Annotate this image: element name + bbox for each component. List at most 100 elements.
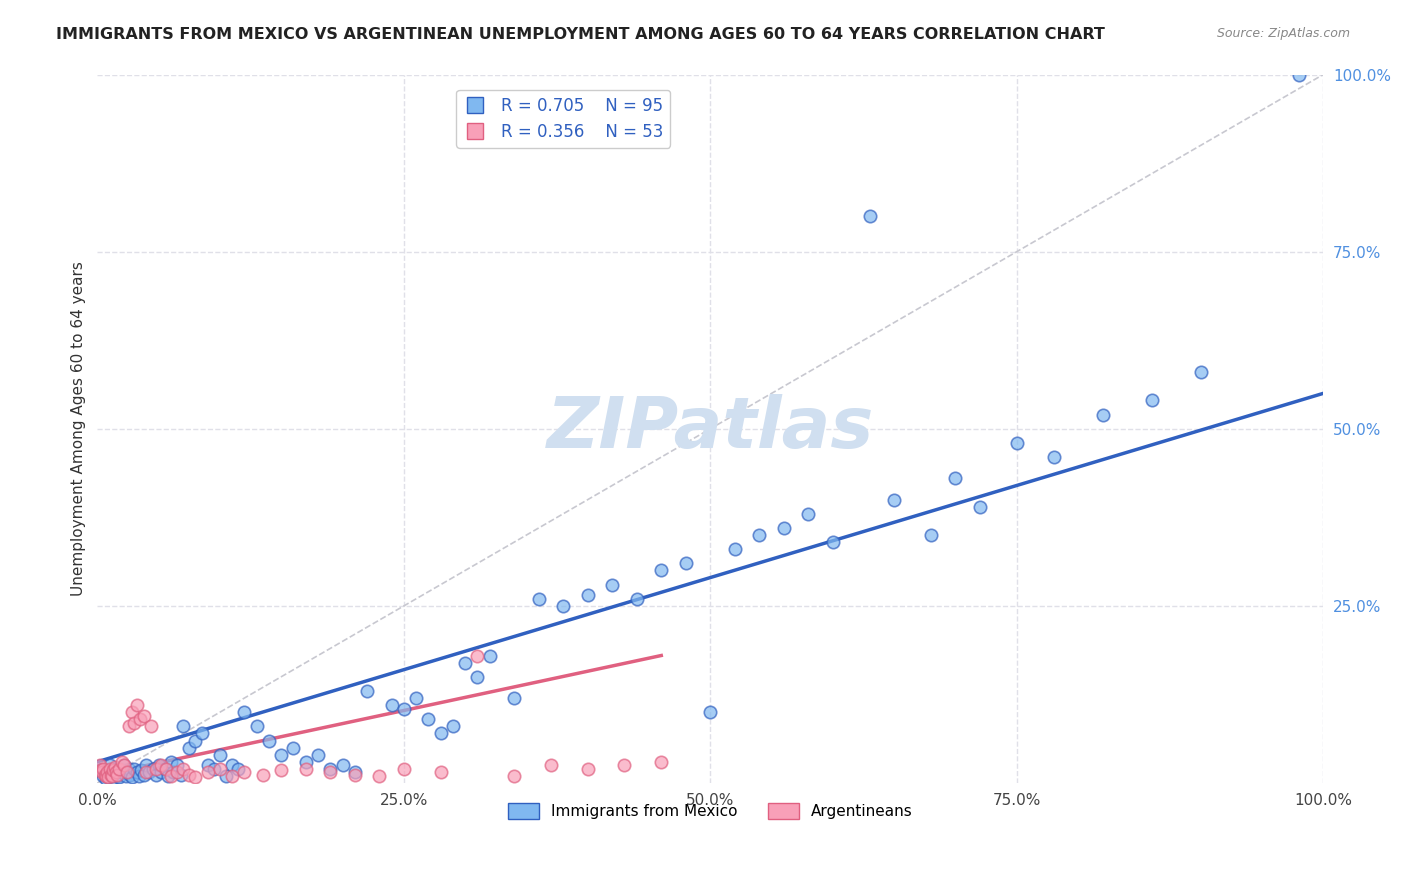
Text: IMMIGRANTS FROM MEXICO VS ARGENTINEAN UNEMPLOYMENT AMONG AGES 60 TO 64 YEARS COR: IMMIGRANTS FROM MEXICO VS ARGENTINEAN UN… xyxy=(56,27,1105,42)
Point xyxy=(122,762,145,776)
Point xyxy=(170,767,193,781)
Point xyxy=(883,492,905,507)
Point xyxy=(945,471,967,485)
Point xyxy=(418,712,440,726)
Point xyxy=(111,765,134,780)
Point xyxy=(160,769,183,783)
Point xyxy=(103,762,125,776)
Point xyxy=(319,765,342,780)
Point xyxy=(101,764,124,778)
Point xyxy=(969,500,991,514)
Point xyxy=(104,765,127,780)
Point xyxy=(125,698,148,712)
Point xyxy=(96,767,118,781)
Point xyxy=(103,771,125,785)
Point xyxy=(135,765,157,780)
Point xyxy=(675,557,697,571)
Point xyxy=(145,767,167,781)
Point xyxy=(797,507,820,521)
Point xyxy=(150,765,173,780)
Point xyxy=(503,691,526,706)
Point xyxy=(202,762,225,776)
Point xyxy=(270,764,292,778)
Point xyxy=(429,765,451,780)
Point xyxy=(121,770,143,784)
Point xyxy=(257,733,280,747)
Point xyxy=(112,758,135,772)
Point xyxy=(467,648,489,663)
Point xyxy=(172,762,194,776)
Point xyxy=(429,726,451,740)
Point xyxy=(576,588,599,602)
Point xyxy=(920,528,942,542)
Point xyxy=(332,758,354,772)
Point xyxy=(454,656,477,670)
Point xyxy=(368,769,391,783)
Point xyxy=(252,767,274,781)
Point xyxy=(129,712,152,726)
Point xyxy=(503,769,526,783)
Point xyxy=(283,740,305,755)
Point xyxy=(246,719,269,733)
Point xyxy=(197,765,219,780)
Point xyxy=(1189,365,1212,379)
Point xyxy=(626,591,648,606)
Point xyxy=(1140,393,1163,408)
Point xyxy=(108,762,131,776)
Point xyxy=(381,698,404,712)
Point xyxy=(105,767,128,781)
Point xyxy=(150,758,173,772)
Point xyxy=(166,758,188,772)
Point xyxy=(122,715,145,730)
Point xyxy=(527,591,550,606)
Point xyxy=(138,765,160,780)
Point xyxy=(111,755,134,769)
Point xyxy=(115,765,138,780)
Point xyxy=(90,762,112,776)
Point xyxy=(148,758,170,772)
Point xyxy=(90,764,112,778)
Point xyxy=(101,769,124,783)
Point xyxy=(748,528,770,542)
Point xyxy=(190,726,212,740)
Point xyxy=(343,765,366,780)
Point xyxy=(540,758,562,772)
Point xyxy=(153,762,176,776)
Point xyxy=(105,769,128,783)
Point xyxy=(132,708,155,723)
Point xyxy=(1042,450,1064,464)
Point xyxy=(233,765,256,780)
Point xyxy=(405,691,427,706)
Point xyxy=(343,767,366,781)
Y-axis label: Unemployment Among Ages 60 to 64 years: Unemployment Among Ages 60 to 64 years xyxy=(72,261,86,596)
Point xyxy=(724,542,747,557)
Point xyxy=(441,719,464,733)
Point xyxy=(89,758,111,772)
Point xyxy=(103,764,125,778)
Point xyxy=(166,765,188,780)
Point xyxy=(97,770,120,784)
Point xyxy=(613,758,636,772)
Point xyxy=(107,767,129,781)
Point xyxy=(478,648,501,663)
Point xyxy=(100,769,122,783)
Point xyxy=(208,762,231,776)
Point xyxy=(172,719,194,733)
Point xyxy=(110,762,132,776)
Point xyxy=(197,758,219,772)
Point xyxy=(94,772,117,787)
Point xyxy=(1288,68,1310,82)
Point xyxy=(162,765,184,780)
Point xyxy=(699,705,721,719)
Point xyxy=(821,535,844,549)
Point xyxy=(270,747,292,762)
Point xyxy=(125,765,148,780)
Point xyxy=(859,209,882,223)
Point xyxy=(221,769,243,783)
Point xyxy=(392,762,415,776)
Point xyxy=(91,765,114,780)
Point xyxy=(294,755,316,769)
Point xyxy=(233,705,256,719)
Point xyxy=(157,769,180,783)
Point xyxy=(118,762,141,776)
